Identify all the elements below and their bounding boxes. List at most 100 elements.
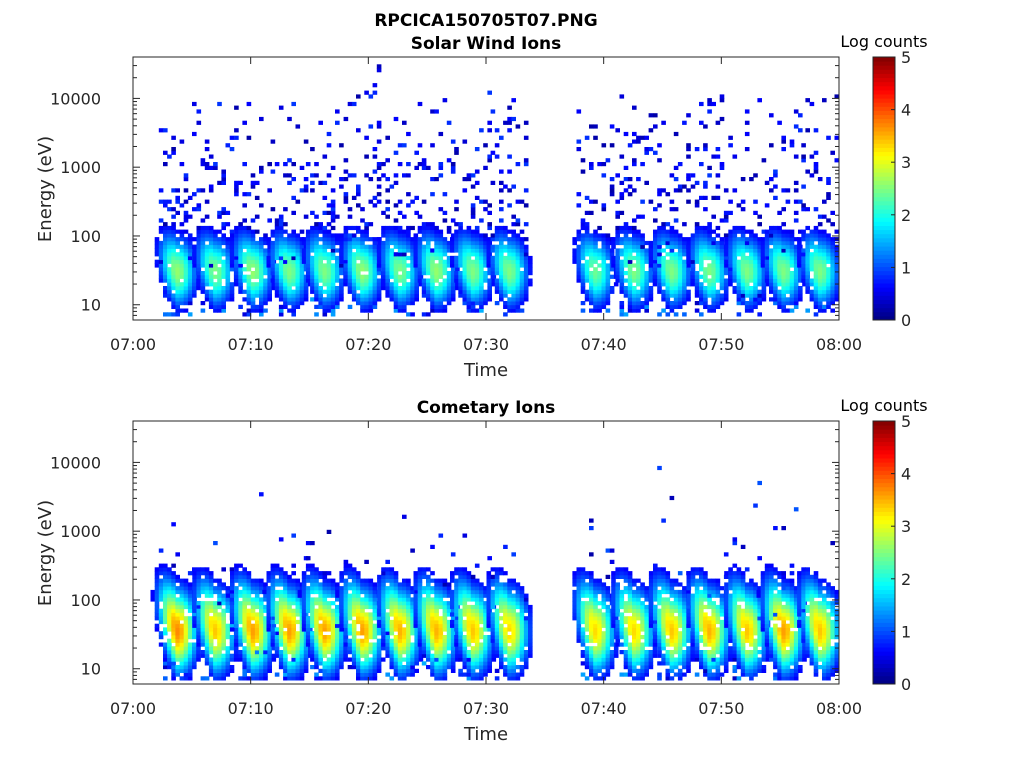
heatmap-cell [372,271,378,276]
heatmap-cell [682,274,687,279]
heatmap-cell [234,586,239,591]
heatmap-cell [299,297,305,302]
heatmap-cell [183,589,189,595]
heatmap-cell [426,286,431,291]
heatmap-cell [694,252,700,257]
heatmap-cell [781,255,786,261]
heatmap-cell [805,267,810,272]
heatmap-cell [385,158,390,163]
heatmap-cell [426,225,431,231]
heatmap-cell [406,289,411,294]
heatmap-cell [163,574,168,579]
heatmap-cell [438,162,444,167]
heatmap-cell [601,252,607,257]
heatmap-cell [213,308,218,313]
heatmap-cell [511,255,516,261]
heatmap-cell [462,282,468,287]
heatmap-cell [175,623,180,628]
heatmap-cell [580,308,586,313]
heatmap-cell [499,259,504,264]
heatmap-cell [163,252,168,257]
heatmap-cell [798,293,803,298]
heatmap-cell [339,259,344,264]
heatmap-cell [442,271,448,276]
heatmap-cell [266,578,272,583]
heatmap-cell [446,297,452,302]
heatmap-cell [715,248,721,253]
heatmap-cell [703,207,708,212]
heatmap-cell [438,240,444,246]
heatmap-cell [343,267,349,272]
heatmap-cell [278,571,284,576]
heatmap-cell [632,286,637,291]
heatmap-cell [204,582,210,587]
heatmap-cell [238,653,243,658]
heatmap-cell [167,244,172,249]
heatmap-cell [749,271,754,276]
heatmap-cell [809,252,815,257]
heatmap-cell [494,278,500,283]
heatmap-cell [499,252,504,257]
heatmap-cell [519,289,525,294]
heatmap-cell [719,244,725,249]
heatmap-cell [446,278,452,283]
heatmap-cell [158,274,164,279]
heatmap-cell [242,162,247,167]
heatmap-cell [430,233,435,238]
heatmap-cell [326,252,332,257]
heatmap-cell [246,593,252,598]
heatmap-cell [326,259,332,264]
heatmap-cell [785,286,791,291]
heatmap-cell [623,237,629,242]
heatmap-cell [817,289,823,294]
heatmap-cell [515,252,521,257]
heatmap-cell [515,289,521,294]
heatmap-cell [728,278,733,283]
heatmap-cell [711,101,716,107]
heatmap-cell [322,571,328,576]
heatmap-cell [229,229,235,234]
heatmap-cell [515,293,521,298]
heatmap-cell [187,267,193,272]
heatmap-cell [254,578,260,583]
heatmap-cell [187,623,193,628]
heatmap-cell [208,188,214,193]
heatmap-cell [213,162,218,167]
heatmap-cell [301,608,307,613]
heatmap-cell [254,672,260,677]
heatmap-cell [183,263,189,268]
heatmap-cell [254,229,260,234]
heatmap-cell [410,259,415,264]
heatmap-cell [213,635,218,640]
heatmap-cell [242,616,247,621]
heatmap-cell [225,286,231,291]
heatmap-cell [192,597,197,602]
colorbar-segment [873,303,895,309]
heatmap-cell [183,631,189,636]
heatmap-cell [601,278,607,283]
heatmap-cell [483,240,488,246]
heatmap-cell [519,255,525,261]
heatmap-cell [665,263,671,268]
heatmap-cell [291,657,296,662]
heatmap-cell [715,225,721,231]
heatmap-cell [183,289,189,294]
heatmap-cell [430,248,435,253]
heatmap-cell [267,642,272,647]
colorbar-segment [873,315,895,321]
heatmap-cell [314,225,319,231]
heatmap-cell [326,642,332,647]
heatmap-cell [270,278,276,283]
heatmap-cell [686,289,691,294]
heatmap-cell [368,244,374,249]
heatmap-cell [246,308,252,313]
heatmap-cell [187,240,193,246]
heatmap-cell [196,259,202,264]
heatmap-cell [254,586,260,591]
heatmap-cell [446,289,452,294]
heatmap-cell [719,259,725,264]
heatmap-cell [597,274,602,279]
heatmap-cell [229,567,235,572]
heatmap-cell [171,135,176,140]
